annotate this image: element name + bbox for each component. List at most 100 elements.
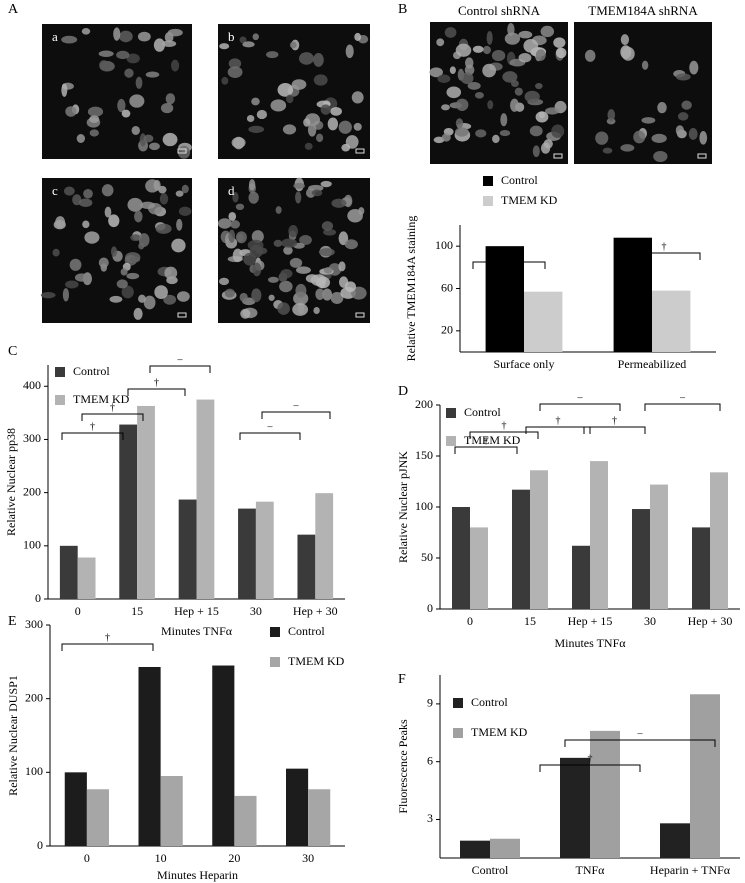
cell bbox=[688, 128, 698, 140]
cell bbox=[227, 66, 243, 78]
cell bbox=[344, 239, 358, 250]
legend-label: Control bbox=[471, 695, 508, 709]
cell bbox=[315, 276, 331, 289]
cell bbox=[433, 136, 445, 144]
cell bbox=[313, 307, 320, 315]
legend-label: TMEM KD bbox=[501, 193, 558, 207]
cell bbox=[281, 238, 298, 248]
bar bbox=[238, 508, 256, 599]
cell bbox=[109, 295, 123, 303]
image-label: c bbox=[52, 183, 58, 198]
significance-mark: † bbox=[556, 415, 561, 426]
bracket bbox=[261, 411, 331, 419]
cell bbox=[235, 203, 245, 211]
cell bbox=[273, 239, 283, 247]
cell bbox=[219, 43, 230, 50]
bar bbox=[470, 527, 488, 609]
image-label: b bbox=[228, 29, 235, 44]
cell bbox=[89, 129, 99, 137]
scale-bar bbox=[355, 148, 365, 154]
significance-mark: † bbox=[507, 250, 512, 261]
x-tick-label: Hep + 30 bbox=[293, 604, 338, 618]
cell bbox=[307, 123, 317, 137]
x-axis-label: Minutes TNFα bbox=[161, 624, 233, 638]
bar bbox=[138, 666, 161, 846]
cell bbox=[455, 43, 472, 57]
cell bbox=[487, 100, 494, 110]
cell bbox=[252, 33, 259, 41]
cell bbox=[465, 57, 474, 69]
legend-label: Control bbox=[73, 364, 110, 378]
cell bbox=[137, 31, 151, 42]
cell bbox=[40, 291, 56, 299]
panel-label: E bbox=[8, 614, 17, 629]
x-tick-label: 0 bbox=[467, 614, 473, 628]
legend-label: TMEM KD bbox=[464, 433, 521, 447]
cell bbox=[524, 90, 540, 103]
cell bbox=[510, 98, 519, 112]
cell bbox=[249, 244, 264, 258]
cell bbox=[242, 41, 255, 48]
bar bbox=[460, 840, 490, 858]
cell bbox=[449, 66, 456, 75]
cell bbox=[486, 31, 493, 45]
x-tick-label: TNFα bbox=[576, 863, 606, 877]
y-axis-label: Relative Nuclear DUSP1 bbox=[6, 675, 20, 796]
cell bbox=[89, 115, 100, 123]
legend-label: Control bbox=[464, 405, 501, 419]
bracket bbox=[127, 388, 186, 396]
y-tick-label: 9 bbox=[427, 696, 433, 710]
legend-label: TMEM KD bbox=[288, 654, 345, 668]
cell bbox=[681, 100, 692, 110]
bracket bbox=[564, 739, 716, 747]
cell bbox=[327, 117, 339, 131]
cell bbox=[535, 49, 546, 61]
cell bbox=[295, 191, 302, 204]
x-tick-label: 15 bbox=[524, 614, 536, 628]
significance-mark: † bbox=[588, 753, 593, 764]
bar bbox=[64, 772, 87, 846]
scale-bar bbox=[553, 153, 563, 159]
bracket bbox=[81, 413, 144, 421]
bracket bbox=[239, 432, 301, 440]
legend-swatch bbox=[270, 657, 280, 667]
significance-mark: † bbox=[612, 415, 617, 426]
cell bbox=[529, 125, 543, 137]
bar bbox=[650, 484, 668, 609]
y-tick-label: 0 bbox=[35, 591, 41, 605]
cell bbox=[295, 283, 307, 298]
cell bbox=[351, 91, 364, 104]
cell bbox=[345, 44, 354, 59]
cell bbox=[320, 180, 332, 188]
cell bbox=[110, 246, 118, 257]
cell bbox=[248, 125, 265, 133]
cell bbox=[482, 63, 496, 78]
y-tick-label: 300 bbox=[25, 617, 43, 631]
cell bbox=[131, 125, 140, 135]
cell bbox=[108, 214, 120, 228]
cell bbox=[551, 124, 565, 138]
cell bbox=[313, 74, 328, 86]
cell bbox=[52, 248, 60, 257]
bracket bbox=[454, 446, 518, 454]
cell bbox=[305, 188, 316, 198]
x-tick-label: Surface only bbox=[494, 357, 555, 371]
legend-swatch bbox=[446, 408, 456, 418]
bar bbox=[196, 399, 215, 599]
bar bbox=[490, 838, 520, 858]
x-tick-label: 30 bbox=[644, 614, 656, 628]
cell bbox=[113, 27, 121, 41]
legend-swatch bbox=[446, 436, 456, 446]
cell bbox=[455, 127, 469, 137]
cell bbox=[354, 32, 362, 41]
cell bbox=[322, 288, 333, 301]
cell bbox=[143, 295, 156, 310]
cell bbox=[126, 53, 140, 64]
cell bbox=[87, 106, 104, 117]
y-tick-label: 50 bbox=[421, 550, 433, 564]
cell bbox=[63, 186, 75, 196]
x-tick-label: Hep + 15 bbox=[174, 604, 219, 618]
cell bbox=[233, 136, 245, 150]
cell bbox=[651, 133, 667, 144]
